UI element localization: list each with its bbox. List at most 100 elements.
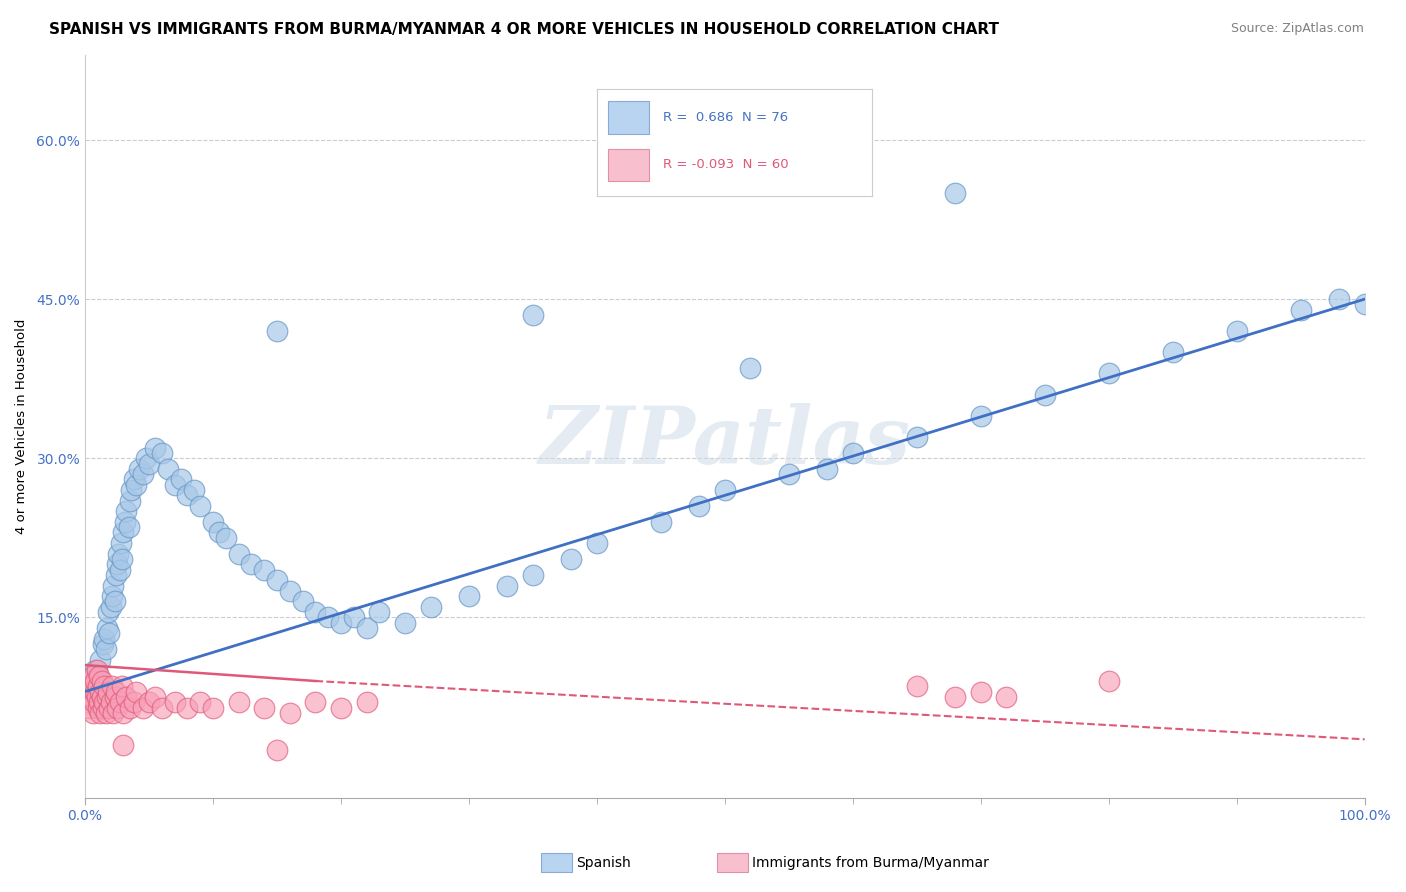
Point	[905, 679, 928, 693]
Point	[125, 477, 148, 491]
Point	[112, 738, 135, 752]
Point	[77, 700, 100, 714]
Point	[970, 409, 993, 423]
Point	[111, 679, 134, 693]
Point	[110, 536, 132, 550]
Text: ZIPatlas: ZIPatlas	[538, 402, 911, 480]
Point	[970, 684, 993, 698]
Point	[91, 700, 114, 714]
Point	[115, 504, 138, 518]
Point	[496, 578, 519, 592]
Point	[266, 743, 288, 757]
Point	[94, 706, 117, 720]
Point	[522, 568, 544, 582]
Point	[122, 695, 145, 709]
Point	[458, 589, 481, 603]
Point	[368, 605, 391, 619]
Point	[131, 700, 153, 714]
Point	[118, 700, 141, 714]
Point	[740, 361, 762, 376]
Point	[943, 690, 966, 704]
Point	[304, 695, 326, 709]
Point	[1226, 324, 1249, 338]
Point	[228, 547, 250, 561]
Point	[125, 684, 148, 698]
Point	[266, 324, 288, 338]
Point	[278, 706, 301, 720]
Point	[202, 700, 225, 714]
Point	[80, 679, 103, 693]
Point	[266, 573, 288, 587]
Point	[356, 695, 378, 709]
Point	[1098, 367, 1121, 381]
Point	[157, 462, 180, 476]
Point	[176, 700, 198, 714]
Point	[103, 578, 125, 592]
Point	[150, 700, 173, 714]
Point	[108, 695, 131, 709]
Point	[87, 679, 110, 693]
Point	[96, 690, 118, 704]
Point	[89, 668, 111, 682]
Point	[82, 668, 104, 682]
Point	[97, 605, 120, 619]
Point	[91, 637, 114, 651]
Point	[343, 610, 366, 624]
Text: Source: ZipAtlas.com: Source: ZipAtlas.com	[1230, 22, 1364, 36]
Point	[118, 493, 141, 508]
Point	[89, 653, 111, 667]
Y-axis label: 4 or more Vehicles in Household: 4 or more Vehicles in Household	[15, 318, 28, 534]
Point	[278, 583, 301, 598]
Point	[84, 664, 107, 678]
Point	[138, 695, 160, 709]
Point	[108, 563, 131, 577]
Point	[138, 457, 160, 471]
Point	[93, 695, 115, 709]
Point	[83, 695, 105, 709]
Point	[188, 695, 211, 709]
Point	[522, 308, 544, 322]
Point	[115, 690, 138, 704]
Point	[89, 695, 111, 709]
Point	[943, 186, 966, 200]
Point	[104, 568, 127, 582]
Point	[394, 615, 416, 630]
Point	[101, 589, 124, 603]
Point	[89, 684, 111, 698]
Point	[145, 441, 167, 455]
Point	[103, 594, 125, 608]
Point	[202, 515, 225, 529]
Point	[90, 690, 112, 704]
Point	[176, 488, 198, 502]
Point	[1327, 292, 1350, 306]
Point	[228, 695, 250, 709]
Point	[89, 706, 111, 720]
Point	[586, 536, 609, 550]
Point	[1161, 345, 1184, 359]
Point	[103, 690, 125, 704]
Point	[145, 690, 167, 704]
Point	[100, 599, 122, 614]
Point	[131, 467, 153, 482]
Point	[842, 446, 865, 460]
Point	[330, 700, 353, 714]
Point	[688, 499, 710, 513]
Point	[120, 483, 142, 497]
Text: SPANISH VS IMMIGRANTS FROM BURMA/MYANMAR 4 OR MORE VEHICLES IN HOUSEHOLD CORRELA: SPANISH VS IMMIGRANTS FROM BURMA/MYANMAR…	[49, 22, 1000, 37]
Text: Immigrants from Burma/Myanmar: Immigrants from Burma/Myanmar	[752, 855, 988, 870]
Point	[94, 642, 117, 657]
Point	[105, 700, 128, 714]
Point	[1098, 673, 1121, 688]
Point	[150, 446, 173, 460]
Point	[1033, 387, 1056, 401]
Point	[714, 483, 737, 497]
Point	[253, 563, 276, 577]
Point	[291, 594, 314, 608]
Point	[86, 664, 108, 678]
Point	[208, 525, 231, 540]
Point	[107, 547, 129, 561]
Point	[304, 605, 326, 619]
Point	[163, 477, 186, 491]
Point	[356, 621, 378, 635]
Point	[995, 690, 1018, 704]
